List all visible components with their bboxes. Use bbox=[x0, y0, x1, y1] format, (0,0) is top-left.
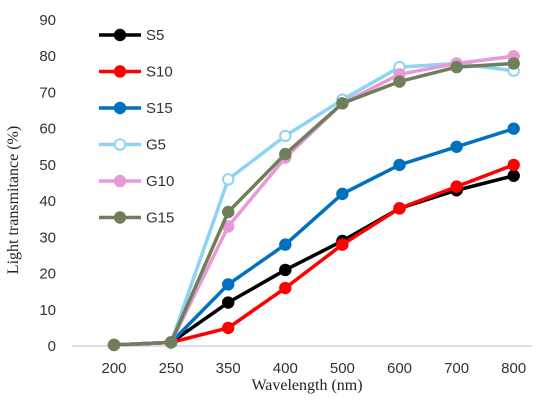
legend-label: S15 bbox=[146, 100, 173, 117]
y-tick-label: 50 bbox=[39, 157, 56, 174]
legend-label: G5 bbox=[146, 137, 166, 154]
x-tick-label: 400 bbox=[273, 360, 298, 377]
legend-item-g5: G5 bbox=[99, 137, 166, 154]
series-line bbox=[113, 54, 514, 347]
data-point bbox=[507, 122, 520, 135]
data-point bbox=[222, 321, 235, 335]
data-point bbox=[107, 338, 121, 352]
legend-item-g10: G10 bbox=[99, 173, 174, 190]
x-tick-label: 600 bbox=[387, 360, 412, 377]
legend-label: S10 bbox=[146, 64, 173, 81]
series-s5 bbox=[107, 169, 520, 352]
legend-label: G10 bbox=[146, 173, 174, 190]
x-axis-title: Wavelength (nm) bbox=[251, 377, 362, 394]
data-point bbox=[279, 281, 292, 295]
x-tick-label: 350 bbox=[216, 360, 241, 377]
legend-item-s5: S5 bbox=[99, 27, 164, 44]
data-point bbox=[393, 202, 406, 215]
data-point bbox=[222, 205, 235, 219]
series-line bbox=[113, 61, 514, 347]
series-s15 bbox=[107, 122, 520, 352]
data-point bbox=[164, 336, 178, 349]
data-point bbox=[507, 169, 520, 182]
x-tick-label: 500 bbox=[330, 360, 355, 377]
data-point bbox=[279, 147, 292, 161]
series-line bbox=[113, 61, 514, 347]
legend-marker bbox=[113, 211, 127, 224]
data-point bbox=[279, 129, 292, 143]
data-point bbox=[279, 238, 292, 251]
y-tick-label: 20 bbox=[39, 266, 56, 283]
legend-marker bbox=[113, 138, 127, 151]
legend-item-s15: S15 bbox=[99, 100, 173, 117]
data-point bbox=[222, 278, 235, 291]
y-axis-ticks: 0 10 20 30 40 50 60 70 80 90 bbox=[39, 12, 56, 355]
x-tick-label: 200 bbox=[101, 360, 126, 377]
x-axis-ticks: 200 250 350 400 500 600 700 800 bbox=[101, 360, 526, 377]
series-layer bbox=[107, 50, 520, 352]
data-point bbox=[222, 296, 235, 309]
y-tick-label: 90 bbox=[39, 12, 56, 29]
y-tick-label: 40 bbox=[39, 193, 56, 210]
y-tick-label: 80 bbox=[39, 48, 56, 65]
x-tick-label: 250 bbox=[159, 360, 184, 377]
legend-marker bbox=[113, 65, 127, 78]
legend-item-g15: G15 bbox=[99, 210, 174, 227]
y-tick-label: 10 bbox=[39, 302, 56, 319]
legend-item-s10: S10 bbox=[99, 64, 173, 81]
data-point bbox=[450, 140, 463, 153]
y-tick-label: 0 bbox=[48, 338, 56, 355]
data-point bbox=[336, 238, 349, 251]
series-line bbox=[113, 163, 515, 347]
y-axis-title: Light transmitance (%) bbox=[5, 126, 22, 274]
x-tick-label: 800 bbox=[501, 360, 526, 377]
legend-marker bbox=[113, 101, 127, 115]
series-line bbox=[113, 174, 515, 347]
legend-label: G15 bbox=[146, 210, 174, 227]
data-point bbox=[222, 173, 235, 186]
data-point bbox=[336, 97, 349, 110]
legend: S5 S10 S15 G5 G10 G15 bbox=[99, 27, 174, 227]
y-tick-label: 30 bbox=[39, 229, 56, 246]
legend-marker bbox=[113, 174, 127, 188]
series-g15 bbox=[107, 57, 520, 352]
series-line bbox=[113, 126, 515, 347]
legend-label: S5 bbox=[146, 27, 164, 44]
data-point bbox=[507, 158, 520, 172]
data-point bbox=[450, 60, 463, 74]
data-point bbox=[279, 263, 292, 277]
data-point bbox=[336, 187, 349, 201]
y-tick-label: 70 bbox=[39, 84, 56, 101]
series-g10 bbox=[107, 50, 520, 352]
data-point bbox=[393, 75, 406, 88]
data-point bbox=[450, 180, 463, 193]
legend-marker bbox=[113, 28, 127, 42]
data-point bbox=[393, 158, 406, 172]
y-tick-label: 60 bbox=[39, 121, 56, 138]
data-point bbox=[507, 57, 520, 70]
x-tick-label: 700 bbox=[444, 360, 469, 377]
